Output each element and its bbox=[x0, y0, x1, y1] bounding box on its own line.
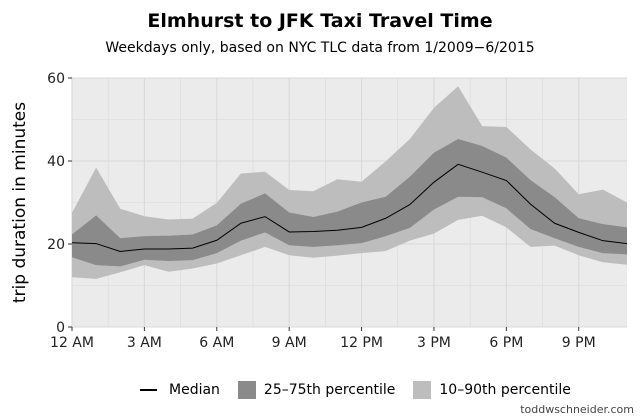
legend: Median 25–75th percentile 10–90th percen… bbox=[140, 381, 589, 399]
y-axis-title: trip duration in minutes bbox=[10, 102, 30, 303]
y-axis-ticks: 0 20 40 60 bbox=[47, 71, 72, 336]
legend-swatch-iqr bbox=[237, 381, 256, 399]
median-line bbox=[71, 163, 628, 252]
legend-label-median: Median bbox=[169, 382, 220, 398]
x-tick-label: 6 PM bbox=[489, 335, 523, 351]
x-tick-label: 6 AM bbox=[199, 335, 234, 351]
legend-swatch-median bbox=[140, 389, 157, 391]
legend-label-p10-90: 10–90th percentile bbox=[439, 382, 571, 398]
y-tick-label: 0 bbox=[56, 320, 65, 336]
legend-item-iqr: 25–75th percentile bbox=[237, 381, 396, 399]
chart-title: Elmhurst to JFK Taxi Travel Time bbox=[147, 10, 493, 32]
x-tick-label: 9 PM bbox=[562, 335, 596, 351]
legend-swatch-p10-90 bbox=[413, 381, 432, 399]
band-25-75-percentile bbox=[72, 139, 627, 267]
x-tick-label: 12 PM bbox=[340, 335, 383, 351]
x-axis-ticks: 12 AM 3 AM 6 AM 9 AM 12 PM 3 PM 6 PM 9 PM bbox=[50, 327, 596, 351]
y-tick-label: 40 bbox=[47, 154, 65, 170]
legend-item-p10-90: 10–90th percentile bbox=[413, 381, 571, 399]
y-tick-label: 60 bbox=[47, 71, 65, 87]
x-tick-label: 3 PM bbox=[417, 335, 451, 351]
legend-item-median: Median bbox=[140, 382, 220, 398]
x-tick-label: 12 AM bbox=[50, 335, 94, 351]
y-tick-label: 20 bbox=[47, 237, 65, 253]
legend-label-iqr: 25–75th percentile bbox=[263, 382, 396, 398]
chart-subtitle: Weekdays only, based on NYC TLC data fro… bbox=[105, 40, 535, 56]
credit-text: toddwschneider.com bbox=[520, 403, 634, 416]
x-tick-label: 9 AM bbox=[272, 335, 307, 351]
x-tick-label: 3 AM bbox=[127, 335, 162, 351]
